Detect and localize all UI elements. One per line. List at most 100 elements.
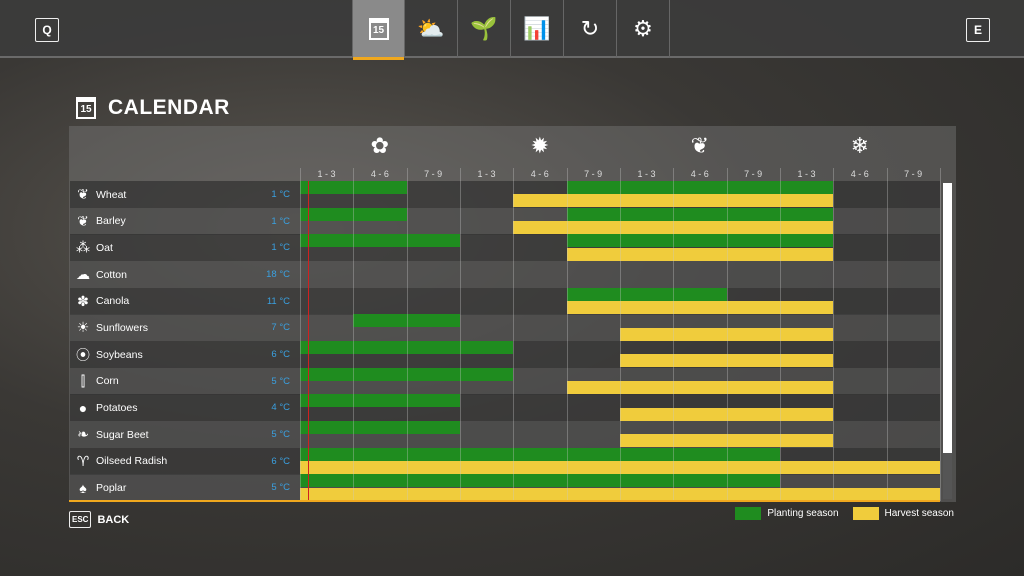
- period-label: 1 - 3: [317, 169, 336, 179]
- planting-season-bar: [566, 234, 834, 248]
- crop-name: Oat: [96, 241, 113, 254]
- crop-temperature: 18 °C: [266, 269, 290, 280]
- previous-tab-key-q[interactable]: Q: [35, 18, 59, 42]
- crop-name: Cotton: [96, 268, 127, 281]
- period-label: 1 - 3: [637, 169, 656, 179]
- period-divider: [833, 168, 835, 501]
- planting-season-bar: [300, 474, 780, 488]
- crop-name: Canola: [96, 295, 130, 308]
- crop-temperature: 1 °C: [271, 189, 290, 200]
- period-divider: [513, 168, 515, 501]
- harvest-season-bar: [566, 300, 834, 314]
- period-divider: [406, 168, 408, 501]
- crop-name: Barley: [96, 215, 126, 228]
- period-divider: [673, 168, 675, 501]
- legend-harvest-swatch: [852, 507, 879, 520]
- crop-row[interactable]: ⁂ Oat 1 °C: [70, 234, 300, 262]
- period-label: 7 - 9: [904, 169, 923, 179]
- tab-calendar[interactable]: 15: [352, 0, 405, 60]
- crop-row[interactable]: ● Potatoes 4 °C: [70, 394, 300, 422]
- back-label: BACK: [97, 513, 130, 526]
- crop-row[interactable]: ♠ Poplar 5 °C: [70, 474, 300, 502]
- crop-row[interactable]: ⫿ Corn 5 °C: [70, 367, 300, 395]
- crop-temperature: 5 °C: [271, 375, 290, 387]
- crop-row[interactable]: ⦿ Soybeans 6 °C: [70, 341, 300, 369]
- oilseed-radish-icon: ♈: [76, 452, 90, 469]
- poplar-icon: ♠: [79, 479, 87, 496]
- crop-temperature: 5 °C: [271, 429, 290, 441]
- crop-name: Sugar Beet: [96, 428, 149, 441]
- planting-season-bar: [300, 421, 460, 435]
- settings-icon: ⚙: [633, 16, 653, 41]
- crop-temperature: 4 °C: [271, 402, 290, 414]
- planting-season-bar: [566, 207, 834, 221]
- crop-name: Soybeans: [96, 348, 143, 361]
- tab-weather[interactable]: ⛅: [405, 0, 458, 58]
- planting-season-bar: [300, 367, 514, 381]
- crop-name: Wheat: [96, 188, 127, 201]
- harvest-season-bar: [619, 354, 834, 368]
- oat-icon: ⁂: [76, 239, 90, 256]
- harvest-season-bar: [566, 380, 834, 394]
- crop-row-background: [300, 261, 940, 288]
- menu-tabs: 15 ⛅ 🌱 📊 ↻ ⚙: [352, 0, 670, 60]
- period-divider: [566, 168, 568, 501]
- weather-icon: ⛅: [417, 16, 445, 41]
- planting-season-bar: [566, 287, 727, 301]
- corn-icon: ⫿: [80, 372, 86, 389]
- crop-temperature: 7 °C: [271, 322, 290, 334]
- top-bar: Q 15 ⛅ 🌱 📊 ↻ ⚙ E: [0, 0, 1024, 60]
- harvest-season-bar: [619, 327, 834, 341]
- crop-name: Sunflowers: [96, 321, 148, 334]
- crop-row[interactable]: ☁ Cotton 18 °C: [70, 261, 300, 288]
- planting-season-bar: [300, 181, 407, 194]
- next-tab-key-e[interactable]: E: [966, 18, 990, 42]
- tab-crop-rotation[interactable]: ↻: [564, 0, 617, 58]
- period-divider: [939, 168, 941, 501]
- back-button[interactable]: ESC BACK: [69, 511, 129, 528]
- crop-name: Poplar: [96, 481, 127, 494]
- crop-row[interactable]: ❦ Barley 1 °C: [70, 207, 300, 235]
- period-label: 7 - 9: [424, 169, 443, 179]
- crop-name: Oilseed Radish: [96, 455, 168, 468]
- current-time-marker: [308, 181, 309, 501]
- sugar-beet-icon: ❧: [77, 426, 89, 443]
- panel-bottom-line: [69, 500, 940, 502]
- crop-row[interactable]: ✽ Canola 11 °C: [70, 287, 300, 315]
- plant-icon: 🌱: [470, 16, 498, 41]
- crop-row[interactable]: ♈ Oilseed Radish 6 °C: [70, 447, 300, 475]
- crop-temperature: 5 °C: [271, 482, 290, 494]
- crop-rotation-icon: ↻: [580, 16, 600, 41]
- planting-season-bar: [353, 314, 460, 328]
- period-divider: [726, 168, 728, 501]
- crop-row[interactable]: ❧ Sugar Beet 5 °C: [70, 421, 300, 449]
- period-label: 4 - 6: [370, 169, 389, 179]
- legend: Planting season Harvest season: [735, 507, 954, 520]
- soybean-icon: ⦿: [76, 346, 90, 363]
- harvest-season-bar: [566, 247, 834, 261]
- crop-name: Corn: [96, 375, 119, 388]
- tab-settings[interactable]: ⚙: [617, 0, 670, 58]
- crop-row[interactable]: ☀ Sunflowers 7 °C: [70, 314, 300, 342]
- tab-statistics[interactable]: 📊: [511, 0, 564, 58]
- potato-icon: ●: [78, 399, 88, 416]
- harvest-season-bar: [619, 407, 834, 421]
- barley-icon: ❦: [77, 212, 89, 229]
- period-divider: [459, 168, 461, 501]
- period-label: 1 - 3: [477, 169, 496, 179]
- legend-planting-label: Planting season: [767, 508, 839, 519]
- crop-row[interactable]: ❦ Wheat 1 °C: [70, 181, 300, 208]
- period-label: 1 - 3: [797, 169, 816, 179]
- scrollbar-thumb[interactable]: [943, 183, 952, 453]
- canola-icon: ✽: [77, 292, 89, 309]
- statistics-icon: 📊: [523, 16, 551, 41]
- crop-temperature: 1 °C: [271, 242, 290, 254]
- harvest-season-bar: [300, 461, 940, 474]
- cotton-icon: ☁: [76, 266, 90, 282]
- period-divider: [619, 168, 621, 501]
- calendar-icon: 15: [76, 97, 96, 119]
- crop-temperature: 6 °C: [271, 349, 290, 361]
- period-label: 4 - 6: [690, 169, 709, 179]
- tab-plant[interactable]: 🌱: [458, 0, 511, 58]
- harvest-season-bar: [300, 487, 940, 501]
